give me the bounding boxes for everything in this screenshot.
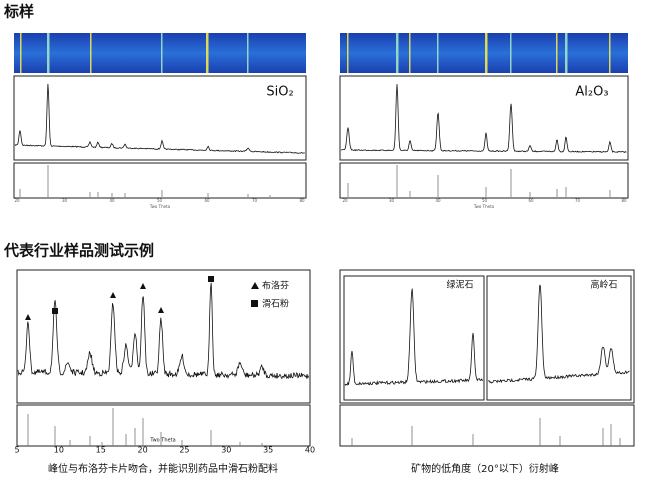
- strip-line: [347, 33, 349, 73]
- marker-triangle: [158, 307, 164, 313]
- image-strip: [14, 33, 306, 73]
- strip-line: [437, 33, 439, 73]
- x-tick-label: 10: [54, 446, 64, 455]
- marker-triangle: [110, 292, 116, 298]
- x-tick-label: 70: [252, 198, 258, 203]
- strip-line: [161, 33, 163, 73]
- x-tick-label: 30: [389, 198, 395, 203]
- sample-label: Al₂O₃: [575, 85, 608, 100]
- legend-label: 布洛芬: [262, 280, 289, 292]
- diffraction-curve: [340, 84, 627, 154]
- x-tick-label: 20: [342, 198, 348, 203]
- panel-label: 绿泥石: [446, 279, 473, 291]
- marker-square: [208, 276, 214, 282]
- diffraction-curve: [487, 284, 630, 384]
- x-tick-label: 60: [528, 198, 534, 203]
- x-tick-label: 80: [621, 198, 627, 203]
- x-tick-label: 5: [14, 446, 19, 455]
- stick-frame: [339, 404, 635, 447]
- x-tick-label: 30: [221, 446, 231, 455]
- diffraction-curve: [14, 83, 305, 154]
- caption: 峰位与布洛芬卡片吻合，并能识别药品中滑石粉配料: [48, 462, 278, 475]
- x-tick-label: 30: [62, 198, 68, 203]
- strip-line: [609, 33, 611, 73]
- strip-line: [510, 33, 512, 73]
- axis-label: Two Theta: [149, 438, 175, 444]
- strip-line: [396, 33, 399, 73]
- marker-triangle: [25, 314, 31, 320]
- strip-line: [409, 33, 411, 73]
- stick-frame: [13, 162, 307, 199]
- strip-line: [47, 33, 50, 73]
- sample-label: SiO₂: [266, 85, 293, 100]
- legend-label: 滑石粉: [262, 298, 289, 310]
- x-tick-label: 40: [109, 198, 115, 203]
- strip-line: [247, 33, 249, 73]
- stick-frame: [16, 404, 311, 447]
- x-tick-label: 20: [14, 198, 20, 203]
- axis-label: Two Theta: [473, 204, 495, 209]
- strip-line: [90, 33, 92, 73]
- strip-line: [20, 33, 22, 73]
- section-title: 标样: [3, 3, 34, 21]
- x-tick-label: 25: [179, 446, 189, 455]
- legend-triangle: [251, 282, 259, 289]
- x-tick-label: 80: [299, 198, 305, 203]
- panel-frame: [486, 275, 632, 401]
- caption: 矿物的低角度（20°以下）衍射峰: [411, 462, 559, 475]
- strip-line: [565, 33, 568, 73]
- strip-line: [206, 33, 209, 73]
- x-tick-label: 40: [435, 198, 441, 203]
- x-tick-label: 70: [575, 198, 581, 203]
- marker-triangle: [140, 283, 146, 289]
- x-tick-label: 35: [263, 446, 273, 455]
- axis-label: Two Theta: [149, 204, 171, 209]
- strip-line: [485, 33, 488, 73]
- x-tick-label: 15: [96, 446, 106, 455]
- x-tick-label: 50: [482, 198, 488, 203]
- diffraction-curve: [344, 288, 484, 386]
- marker-square: [52, 308, 58, 314]
- diffraction-curve: [17, 282, 309, 380]
- section-title: 代表行业样品测试示例: [3, 242, 154, 260]
- stick-frame: [339, 162, 629, 199]
- plot-frame: [16, 269, 311, 404]
- image-strip: [340, 33, 628, 73]
- x-tick-label: 60: [204, 198, 210, 203]
- panel-label: 高岭石: [590, 279, 617, 291]
- legend-square: [251, 300, 258, 307]
- strip-line: [556, 33, 558, 73]
- x-tick-label: 40: [305, 446, 315, 455]
- x-tick-label: 20: [137, 446, 147, 455]
- x-tick-label: 50: [157, 198, 163, 203]
